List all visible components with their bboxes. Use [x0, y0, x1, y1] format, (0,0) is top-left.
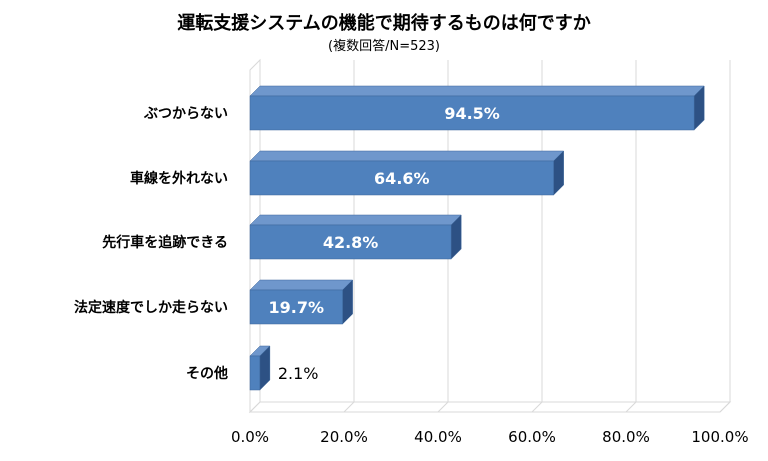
bar-front-face [249, 95, 695, 131]
bar-top-face [249, 85, 705, 97]
category-label: ぶつからない [143, 106, 228, 122]
x-tick-label: 80.0% [602, 428, 650, 446]
bar [249, 85, 705, 131]
grid-lines [248, 58, 732, 414]
data-label: 2.1% [278, 364, 319, 383]
bar-front-face [249, 289, 343, 325]
x-tick-label: 60.0% [508, 428, 556, 446]
x-tick-label: 100.0% [691, 428, 748, 446]
x-axis: 0.0% 20.0% 40.0% 60.0% 80.0% 100.0% [231, 428, 749, 446]
category-label: 先行車を追跡できる [102, 234, 228, 251]
bar-front-face [249, 224, 452, 260]
bar [249, 150, 565, 196]
data-label: 94.5% [444, 104, 500, 123]
data-label: 42.8% [323, 233, 379, 252]
bar [249, 279, 354, 325]
bar-top-face [249, 279, 354, 291]
x-tick-label: 0.0% [231, 428, 269, 446]
bar-front-face [249, 160, 554, 196]
bar [249, 214, 462, 260]
data-label: 19.7% [269, 298, 325, 317]
gridline [625, 60, 637, 413]
bar-top-face [249, 150, 565, 162]
floor [248, 401, 732, 413]
bar [249, 345, 271, 391]
gridline [719, 60, 731, 413]
category-label: その他 [186, 365, 228, 382]
x-tick-label: 20.0% [320, 428, 368, 446]
bars [249, 85, 705, 391]
bar-front-face [249, 355, 261, 391]
data-labels: 94.5% 64.6% 42.8% 19.7% 2.1% [269, 104, 500, 383]
category-label: 法定速度でしか走らない [74, 299, 228, 316]
category-label: 車線を外れない [130, 170, 228, 187]
bar-top-face [249, 214, 462, 226]
chart-subtitle: (複数回答/N=523) [328, 38, 440, 54]
data-label: 64.6% [374, 169, 430, 188]
x-tick-label: 40.0% [414, 428, 462, 446]
chart-title: 運転支援システムの機能で期待するものは何ですか [177, 12, 590, 34]
